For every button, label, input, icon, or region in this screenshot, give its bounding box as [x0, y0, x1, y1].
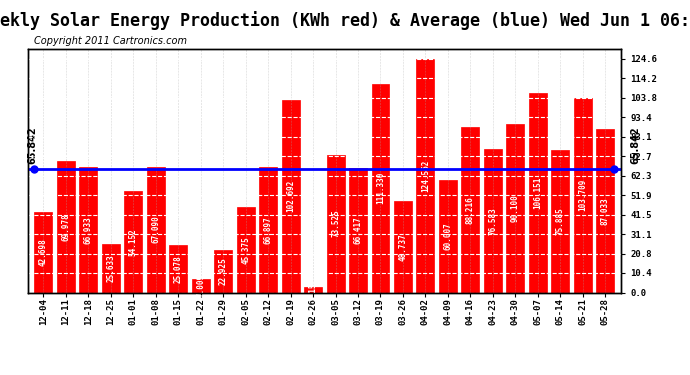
Bar — [506, 124, 524, 292]
Bar — [371, 84, 389, 292]
Text: Weekly Solar Energy Production (KWh red) & Average (blue) Wed Jun 1 06:02: Weekly Solar Energy Production (KWh red)… — [0, 11, 690, 30]
Text: 111.330: 111.330 — [376, 172, 385, 204]
Text: 48.737: 48.737 — [398, 233, 408, 261]
Text: 66.897: 66.897 — [264, 216, 273, 244]
Text: 76.583: 76.583 — [489, 207, 497, 235]
Text: 124.562: 124.562 — [421, 159, 430, 192]
Bar — [326, 154, 344, 292]
Text: 45.375: 45.375 — [241, 236, 250, 264]
Bar — [124, 191, 142, 292]
Text: 87.033: 87.033 — [601, 197, 610, 225]
Bar — [596, 129, 614, 292]
Bar — [214, 249, 232, 292]
Text: 7.009: 7.009 — [196, 274, 205, 297]
Bar — [462, 127, 480, 292]
Text: 75.885: 75.885 — [556, 207, 565, 235]
Text: 25.633: 25.633 — [106, 255, 115, 282]
Bar — [417, 59, 435, 292]
Text: 103.709: 103.709 — [578, 179, 587, 212]
Bar — [282, 100, 299, 292]
Bar — [259, 167, 277, 292]
Text: 73.525: 73.525 — [331, 210, 340, 237]
Text: 22.925: 22.925 — [219, 257, 228, 285]
Bar — [394, 201, 412, 292]
Bar — [349, 168, 367, 292]
Text: 69.978: 69.978 — [61, 213, 70, 241]
Bar — [34, 213, 52, 292]
Text: 60.007: 60.007 — [444, 222, 453, 250]
Text: 66.933: 66.933 — [83, 216, 92, 244]
Bar — [79, 167, 97, 292]
Text: 54.152: 54.152 — [129, 228, 138, 256]
Text: 102.692: 102.692 — [286, 180, 295, 212]
Bar — [169, 246, 187, 292]
Bar — [551, 150, 569, 292]
Text: 67.090: 67.090 — [151, 216, 160, 243]
Text: 90.100: 90.100 — [511, 194, 520, 222]
Bar — [102, 244, 120, 292]
Bar — [484, 149, 502, 292]
Bar — [192, 279, 210, 292]
Text: Copyright 2011 Cartronics.com: Copyright 2011 Cartronics.com — [34, 36, 186, 46]
Text: 88.216: 88.216 — [466, 196, 475, 223]
Bar — [574, 98, 592, 292]
Bar — [57, 161, 75, 292]
Bar — [529, 93, 547, 292]
Text: 65.842: 65.842 — [27, 127, 37, 164]
Bar — [304, 286, 322, 292]
Text: 25.078: 25.078 — [174, 255, 183, 283]
Bar — [147, 167, 165, 292]
Text: 42.698: 42.698 — [39, 238, 48, 266]
Bar — [237, 207, 255, 292]
Text: 66.417: 66.417 — [353, 216, 362, 244]
Text: 65.842: 65.842 — [631, 127, 640, 164]
Text: 106.151: 106.151 — [533, 177, 542, 209]
Text: 3.152: 3.152 — [308, 278, 317, 301]
Bar — [439, 180, 457, 292]
